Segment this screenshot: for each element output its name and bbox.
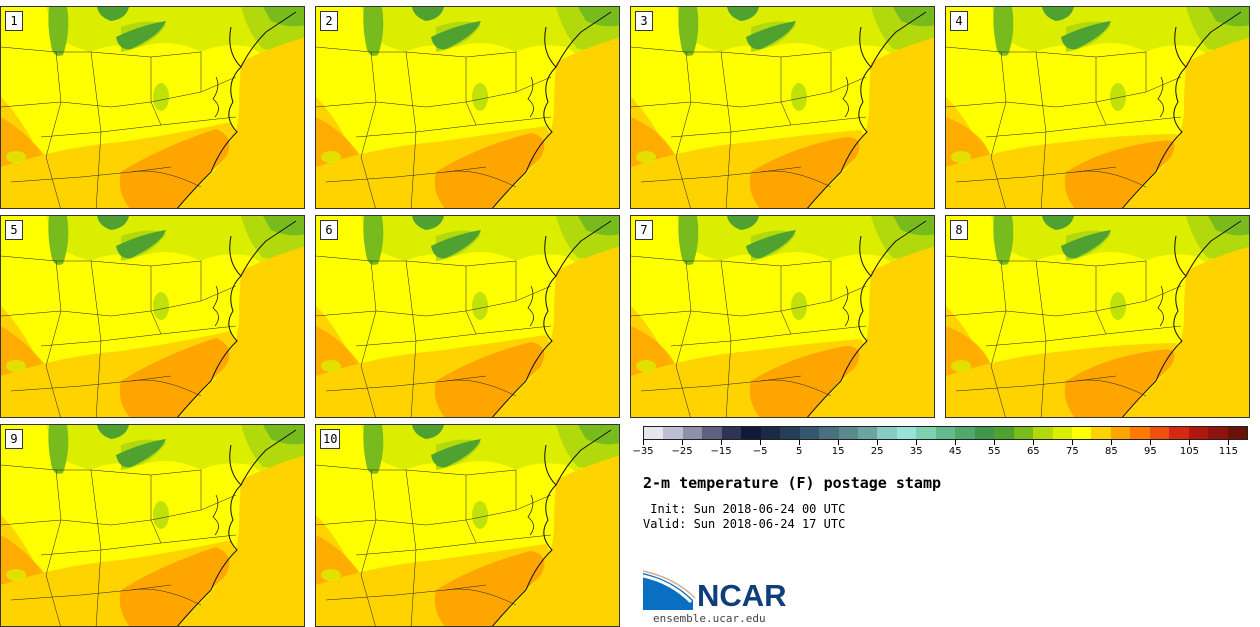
colorbar-tick (1189, 440, 1191, 445)
colorbar-tick-label: 35 (909, 446, 923, 457)
colorbar-swatch (877, 427, 897, 439)
colorbar-ticks: −35 −25 −15 −5 5 15 25 35 45 55 65 75 85 95 105 115 (632, 440, 1248, 460)
panel-number: 8 (950, 220, 968, 240)
colorbar-swatch (780, 427, 800, 439)
colorbar-tick (1111, 440, 1113, 445)
colorbar-swatch (1208, 427, 1228, 439)
colorbar-tick-label: −5 (752, 446, 768, 457)
chart-title: 2-m temperature (F) postage stamp (643, 474, 942, 492)
colorbar-swatch (1149, 427, 1170, 439)
valid-time: Valid: Sun 2018-06-24 17 UTC (643, 517, 846, 531)
colorbar-swatch (1188, 427, 1209, 439)
panel-number: 9 (5, 429, 23, 449)
colorbar-tick (877, 440, 879, 445)
colorbar-tick-label: −15 (710, 446, 732, 457)
colorbar-tick-label: 75 (1065, 446, 1079, 457)
colorbar-tick (1033, 440, 1035, 445)
ncar-logo-text: NCAR (697, 578, 787, 613)
colorbar-swatch (1227, 427, 1248, 439)
colorbar-tick-label: 45 (948, 446, 962, 457)
panel-number: 5 (5, 220, 23, 240)
colorbar-tick-label: −25 (671, 446, 693, 457)
colorbar-tick-label: 105 (1179, 446, 1199, 457)
colorbar-tick-label: 15 (831, 446, 845, 457)
colorbar-tick-label: 65 (1026, 446, 1040, 457)
colorbar-tick (682, 440, 684, 445)
colorbar-tick-label: 95 (1144, 446, 1157, 457)
map-panel: 1 (0, 6, 305, 209)
colorbar-swatch (955, 427, 975, 439)
colorbar-tick (838, 440, 840, 445)
colorbar-tick (643, 440, 644, 445)
panel-number: 10 (320, 429, 341, 449)
colorbar-tick-label: 55 (987, 446, 1001, 457)
colorbar-tick-label: 85 (1105, 446, 1118, 457)
colorbar-swatch (1052, 427, 1072, 439)
map-panel: 10 (315, 424, 620, 627)
temperature-colorbar (643, 426, 1248, 440)
colorbar-swatch (760, 427, 781, 439)
colorbar-swatch (916, 427, 936, 439)
colorbar-tick (916, 440, 918, 445)
colorbar-swatch (702, 427, 722, 439)
map-panel: 4 (945, 6, 1250, 209)
colorbar-tick-label: −35 (632, 446, 654, 457)
colorbar-swatch (819, 427, 839, 439)
ncar-logo-icon (643, 570, 696, 610)
colorbar-swatch (1013, 427, 1034, 439)
init-time: Init: Sun 2018-06-24 00 UTC (643, 502, 846, 516)
panel-number: 3 (635, 11, 653, 31)
map-panel: 9 (0, 424, 305, 627)
colorbar-tick (955, 440, 957, 445)
colorbar-swatch (663, 427, 683, 439)
colorbar-swatch (1071, 427, 1092, 439)
map-panel: 3 (630, 6, 935, 209)
colorbar-swatch (1110, 427, 1131, 439)
panel-number: 1 (5, 11, 23, 31)
map-panel: 2 (315, 6, 620, 209)
colorbar-swatch (974, 427, 995, 439)
colorbar-tick (1072, 440, 1074, 445)
colorbar-tick (1228, 440, 1230, 445)
colorbar-tick (760, 440, 762, 445)
colorbar-swatch (721, 427, 742, 439)
colorbar-swatch (682, 427, 703, 439)
panel-number: 2 (320, 11, 338, 31)
colorbar-tick-label: 5 (795, 446, 803, 457)
colorbar-swatch (994, 427, 1014, 439)
colorbar-swatch (935, 427, 956, 439)
colorbar-swatch (644, 427, 664, 439)
map-panel: 6 (315, 215, 620, 418)
colorbar-tick-label: 115 (1218, 446, 1239, 457)
colorbar-tick (721, 440, 723, 445)
map-panel: 7 (630, 215, 935, 418)
panel-number: 4 (950, 11, 968, 31)
panel-number: 6 (320, 220, 338, 240)
colorbar-swatch (1130, 427, 1150, 439)
colorbar-swatch (838, 427, 858, 439)
colorbar-swatch (799, 427, 820, 439)
site-url: ensemble.ucar.edu (653, 612, 766, 625)
colorbar-tick (994, 440, 996, 445)
colorbar-swatch (896, 427, 917, 439)
map-panel: 8 (945, 215, 1250, 418)
colorbar-swatch (857, 427, 878, 439)
colorbar-swatch (1169, 427, 1189, 439)
colorbar-tick (799, 440, 801, 445)
panel-number: 7 (635, 220, 653, 240)
colorbar-swatch (741, 427, 761, 439)
colorbar-tick (1150, 440, 1152, 445)
map-panel: 5 (0, 215, 305, 418)
colorbar-swatch (1033, 427, 1053, 439)
colorbar-tick-label: 25 (870, 446, 884, 457)
colorbar-swatch (1091, 427, 1111, 439)
